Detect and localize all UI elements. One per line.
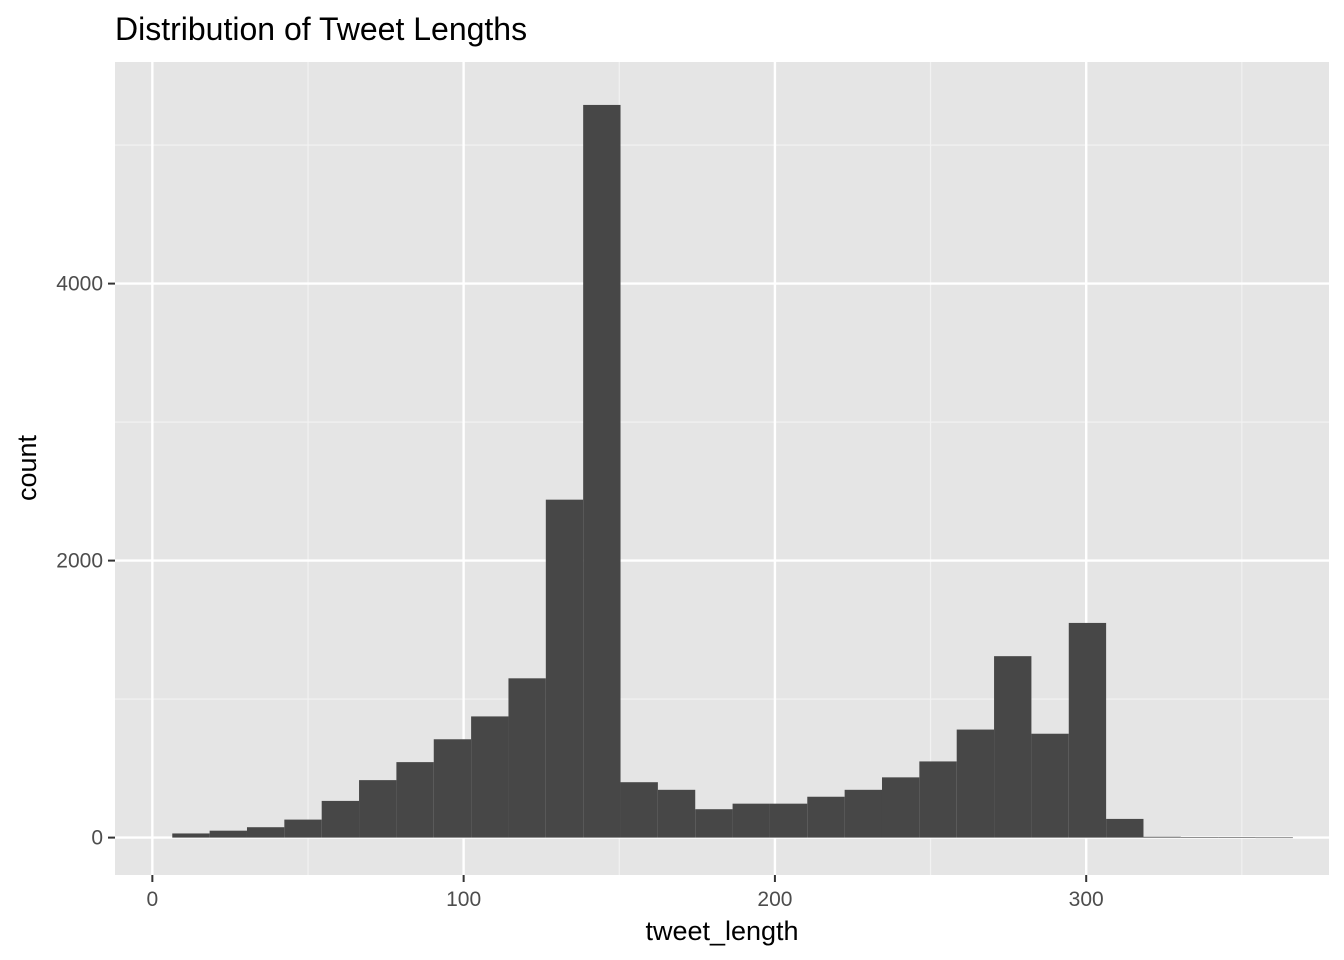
histogram-bar [1143, 836, 1181, 838]
histogram-bar [1106, 818, 1144, 838]
histogram-bar [172, 833, 210, 838]
histogram-bar [732, 803, 770, 838]
histogram-bar [583, 104, 621, 838]
histogram-bar [1031, 733, 1069, 838]
y-tick-label: 0 [91, 827, 103, 850]
x-tick-label: 200 [757, 888, 792, 911]
histogram-bar [1218, 837, 1256, 838]
histogram-bar [433, 739, 472, 838]
y-tick-label: 4000 [56, 273, 103, 296]
histogram-bar [881, 777, 920, 838]
y-tick-label: 2000 [56, 550, 103, 573]
histogram-bar [1180, 837, 1219, 838]
histogram-bar [994, 656, 1032, 838]
histogram-bar [956, 729, 995, 838]
histogram-bar [620, 782, 658, 838]
histogram-bar [284, 819, 322, 838]
x-axis-title: tweet_length [645, 916, 798, 946]
histogram-bar [471, 716, 509, 838]
histogram-bars [172, 104, 1293, 839]
histogram-bar [807, 796, 845, 838]
x-tick-label: 0 [147, 888, 159, 911]
plot-panel [115, 62, 1329, 875]
y-axis-ticks: 0 2000 4000 [56, 273, 115, 850]
histogram-bar [1255, 837, 1293, 839]
histogram-bar [919, 761, 957, 838]
histogram-bar [657, 789, 696, 838]
histogram-bar [396, 762, 434, 838]
x-tick-label: 300 [1069, 888, 1104, 911]
histogram-bar [246, 827, 285, 838]
histogram-bar [359, 780, 397, 838]
histogram-bar [545, 499, 584, 838]
y-axis-title: count [12, 434, 42, 501]
histogram-bar [1068, 622, 1107, 838]
x-axis-ticks: 0 100 200 300 [147, 875, 1104, 911]
x-tick-label: 100 [446, 888, 481, 911]
histogram-bar [508, 678, 546, 838]
histogram-bar [769, 803, 808, 838]
histogram-bar [321, 800, 360, 838]
histogram-bar [695, 809, 733, 838]
histogram-bar [209, 830, 247, 838]
histogram-bar [844, 789, 882, 838]
chart-title: Distribution of Tweet Lengths [115, 11, 527, 47]
